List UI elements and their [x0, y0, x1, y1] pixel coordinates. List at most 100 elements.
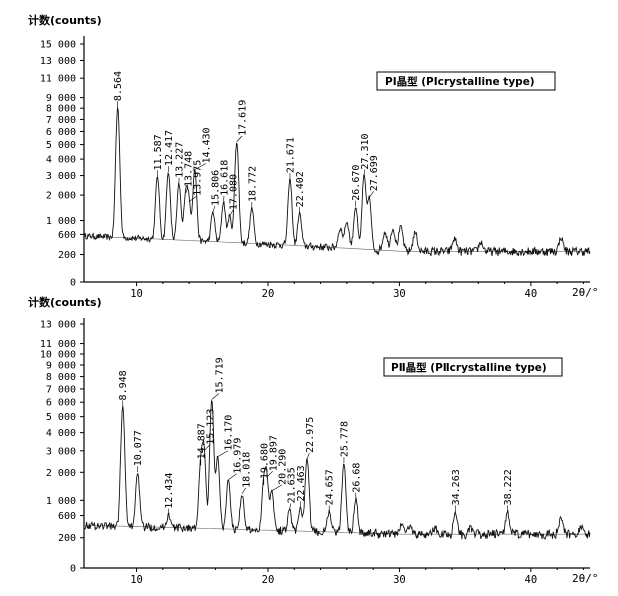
- pi-y-tick-label: 8 000: [46, 104, 76, 115]
- pii-peak-label: 18.018: [241, 452, 252, 488]
- pii-peak-leader: [289, 503, 292, 510]
- pii-peak-label: 19.897: [268, 435, 279, 471]
- pi-y-tick-label: 13 000: [40, 56, 76, 67]
- pii-peak-leader: [241, 487, 247, 495]
- pii-peak-label: 38.222: [503, 469, 514, 505]
- pi-peak-label: 13.227: [174, 142, 185, 178]
- pi-peak-label: 26.670: [351, 165, 362, 201]
- pii-peak-label: 16.979: [232, 438, 243, 474]
- pi-y-axis-title: 计数(counts): [28, 13, 102, 27]
- pii-x-tick-label: 20: [262, 574, 275, 586]
- pi-peak-label: 17.080: [228, 174, 239, 210]
- pii-peak-label: 25.778: [339, 421, 350, 457]
- pii-peak-label: 34.263: [451, 469, 462, 505]
- pii-y-tick-label: 200: [58, 533, 76, 544]
- pii-peak-leader: [211, 393, 219, 400]
- pi-peak-label: 16.618: [219, 160, 230, 196]
- pii-y-tick-label: 600: [58, 511, 76, 522]
- pii-y-tick-label: 7 000: [46, 384, 76, 395]
- pii-y-tick-label: 11 000: [40, 339, 76, 350]
- pii-x-tick-label: 30: [393, 574, 406, 586]
- pi-peak-leader: [229, 209, 234, 217]
- pii-peak-label: 24.657: [325, 469, 336, 505]
- pii-peak-label: 26.68: [351, 463, 362, 493]
- pi-x-tick-label: 40: [525, 288, 538, 300]
- chart-pi: 计数(counts) 0 200 600 1 000 2 000 3 000 4 000 5 …: [28, 13, 599, 300]
- pi-peak-label: 14.430: [201, 127, 212, 163]
- pi-y-tick-label: 7 000: [46, 115, 76, 126]
- pi-peak-label: 22.402: [295, 171, 306, 207]
- pii-x-tick-label: 10: [130, 574, 143, 586]
- pi-y-tick-label: 15 000: [40, 40, 76, 51]
- pii-peak-label: 22.975: [305, 417, 316, 453]
- pii-y-tick-label: 13 000: [40, 320, 76, 331]
- pi-x-tick-label: 30: [393, 288, 406, 300]
- pii-y-tick-label: 6 000: [46, 398, 76, 409]
- pi-peak-label: 15.806: [210, 170, 221, 206]
- pii-peak-leader: [271, 484, 282, 492]
- pi-y-tick-label: 2 000: [46, 191, 76, 202]
- pii-y-axis-title: 计数(counts): [28, 295, 102, 309]
- pii-peak-label: 12.434: [164, 473, 175, 509]
- pi-peak-leader: [368, 191, 374, 198]
- pii-peak-leader: [203, 444, 211, 451]
- pi-peak-leader: [236, 135, 243, 143]
- pii-peak-label: 19.680: [259, 443, 270, 479]
- pi-peak-label: 18.772: [247, 166, 258, 202]
- pi-peak-label: 17.619: [237, 100, 248, 136]
- pi-y-tick-label: 0: [70, 278, 76, 289]
- pi-y-tick-label: 5 000: [46, 140, 76, 151]
- pii-peak-label: 20.290: [277, 449, 288, 485]
- pii-peak-label: 8.948: [118, 370, 129, 400]
- pii-peak-leader: [306, 452, 310, 459]
- pi-y-tick-label: 200: [58, 250, 76, 261]
- pi-y-tick-label: 1 000: [46, 216, 76, 227]
- pi-peak-label: 21.671: [285, 137, 296, 173]
- pii-y-tick-label: 9 000: [46, 360, 76, 371]
- chart-pii: 计数(counts) 0 200 600 1 000 2 000 3 000 4 000 5 …: [28, 295, 599, 586]
- pi-x-tick-label: 20: [262, 288, 275, 300]
- pi-peak-leader: [188, 195, 198, 203]
- pii-peak-label: 14.887: [196, 423, 207, 459]
- pii-y-tick-label: 10 000: [40, 349, 76, 360]
- pi-peak-leader: [212, 205, 216, 213]
- pii-y-tick-label: 8 000: [46, 372, 76, 383]
- pii-peak-leader: [228, 473, 237, 481]
- pi-peak-label: 12.417: [164, 130, 175, 166]
- pii-x-axis-label: 2θ/°: [572, 572, 599, 585]
- pi-peak-label: 27.310: [360, 133, 371, 169]
- pi-x-axis-label: 2θ/°: [572, 286, 599, 299]
- pii-peak-label: 16.170: [223, 415, 234, 451]
- pi-peak-leader: [185, 186, 189, 194]
- pi-x-tick-label: 10: [130, 288, 143, 300]
- pi-legend: PⅠ晶型 (PⅠcrystalline type): [385, 75, 535, 88]
- pii-y-tick-label: 1 000: [46, 496, 76, 507]
- pi-peak-label: 13.975: [192, 160, 203, 196]
- pii-peak-label: 15.123: [205, 409, 216, 445]
- pii-peak-label: 10.077: [133, 430, 144, 466]
- pi-peak-label: 11.587: [153, 134, 164, 170]
- pii-peak-label: 22.463: [296, 465, 307, 501]
- pii-legend-box: [383, 357, 563, 377]
- pii-diffraction-trace: [83, 399, 591, 540]
- pii-y-tick-label: 3 000: [46, 446, 76, 457]
- pii-peak-leader: [266, 470, 274, 478]
- pi-peak-label: 27.699: [369, 155, 380, 191]
- pi-y-tick-label: 600: [58, 230, 76, 241]
- pi-y-tick-label: 11 000: [40, 74, 76, 85]
- pi-peak-label: 8.564: [113, 71, 124, 101]
- pi-y-tick-label: 9 000: [46, 93, 76, 104]
- pii-y-tick-label: 0: [70, 564, 76, 575]
- pii-peak-label: 21.635: [286, 467, 297, 503]
- pi-peak-label: 13.748: [183, 151, 194, 187]
- pii-peak-label: 15.719: [214, 357, 225, 393]
- pi-diffraction-trace: [83, 107, 591, 257]
- pii-legend: PⅡ晶型 (PⅡcrystalline type): [391, 361, 547, 374]
- pii-x-tick-label: 40: [525, 574, 538, 586]
- pi-y-tick-label: 3 000: [46, 171, 76, 182]
- pi-y-tick-label: 6 000: [46, 127, 76, 138]
- pi-legend-box: [376, 71, 556, 91]
- pi-peak-leader: [194, 163, 207, 170]
- pii-y-tick-label: 2 000: [46, 468, 76, 479]
